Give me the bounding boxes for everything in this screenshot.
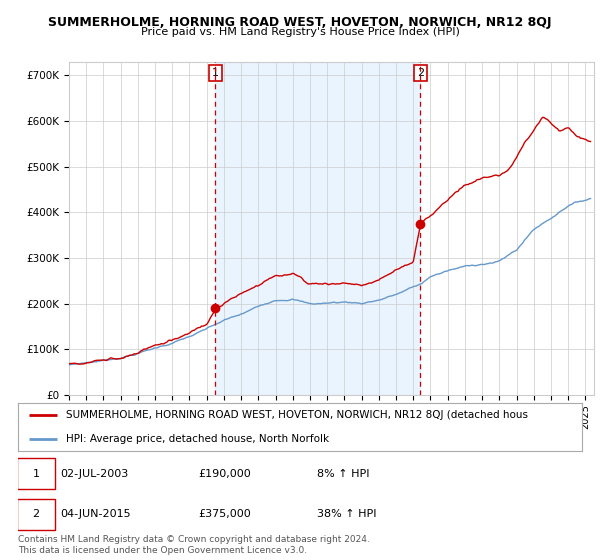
FancyBboxPatch shape <box>17 458 55 489</box>
Text: £375,000: £375,000 <box>199 509 251 519</box>
Text: SUMMERHOLME, HORNING ROAD WEST, HOVETON, NORWICH, NR12 8QJ (detached hous: SUMMERHOLME, HORNING ROAD WEST, HOVETON,… <box>66 410 528 420</box>
Text: Price paid vs. HM Land Registry's House Price Index (HPI): Price paid vs. HM Land Registry's House … <box>140 27 460 37</box>
Text: £190,000: £190,000 <box>199 469 251 479</box>
Text: 1: 1 <box>32 469 40 479</box>
Text: 2: 2 <box>417 68 424 78</box>
Text: 1: 1 <box>212 68 219 78</box>
Text: HPI: Average price, detached house, North Norfolk: HPI: Average price, detached house, Nort… <box>66 434 329 444</box>
Text: 04-JUN-2015: 04-JUN-2015 <box>60 509 131 519</box>
Text: 02-JUL-2003: 02-JUL-2003 <box>60 469 128 479</box>
Text: 2: 2 <box>32 509 40 519</box>
Text: SUMMERHOLME, HORNING ROAD WEST, HOVETON, NORWICH, NR12 8QJ: SUMMERHOLME, HORNING ROAD WEST, HOVETON,… <box>48 16 552 29</box>
Bar <box>215 62 421 395</box>
FancyBboxPatch shape <box>17 498 55 530</box>
Text: 8% ↑ HPI: 8% ↑ HPI <box>317 469 370 479</box>
Text: Contains HM Land Registry data © Crown copyright and database right 2024.
This d: Contains HM Land Registry data © Crown c… <box>18 535 370 555</box>
Text: 38% ↑ HPI: 38% ↑ HPI <box>317 509 376 519</box>
